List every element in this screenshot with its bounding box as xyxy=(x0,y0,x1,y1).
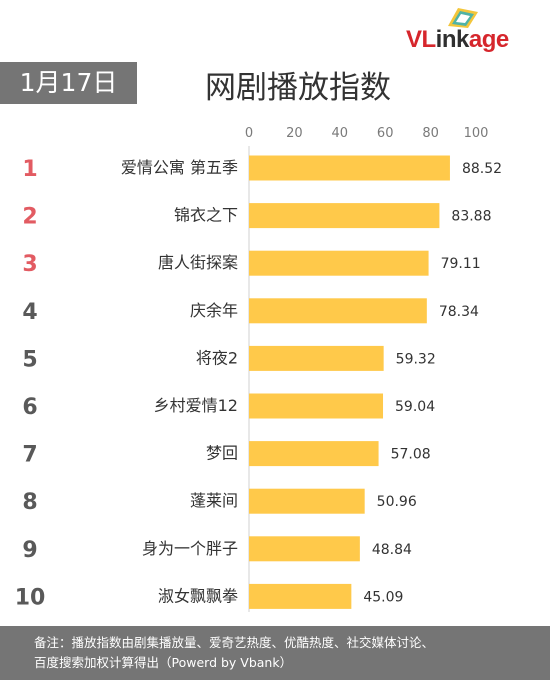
x-tick-label: 60 xyxy=(377,126,394,141)
value-label: 83.88 xyxy=(451,209,491,225)
rank-number: 9 xyxy=(22,538,37,563)
bar xyxy=(249,155,450,181)
bar-chart: 0 20 40 60 80 100 1 爱情公寓 第五季 88.52 2 锦衣之下 83.88 3 唐人街… xyxy=(15,126,502,612)
rank-number: 7 xyxy=(22,443,37,468)
rank-number: 2 xyxy=(22,205,37,230)
footer-line-2: 百度搜索加权计算得出（Powerd by Vbank） xyxy=(34,655,293,670)
x-tick-label: 100 xyxy=(464,126,489,141)
category-label: 乡村爱情12 xyxy=(154,396,238,415)
value-label: 57.08 xyxy=(391,447,431,463)
value-label: 50.96 xyxy=(377,494,417,510)
rank-number: 1 xyxy=(22,157,37,182)
bar xyxy=(249,536,360,562)
bar xyxy=(249,583,352,609)
bar xyxy=(249,393,384,419)
logo-text: VLinkage xyxy=(406,26,509,53)
value-label: 48.84 xyxy=(372,542,412,558)
footer-line-1: 备注：播放指数由剧集播放量、爱奇艺热度、优酷热度、社交媒体讨论、 xyxy=(34,635,435,650)
page-title: 网剧播放指数 xyxy=(205,70,391,106)
bar xyxy=(249,203,440,229)
category-label: 庆余年 xyxy=(190,301,238,320)
value-label: 78.34 xyxy=(439,304,479,320)
bar xyxy=(249,345,384,371)
category-label: 锦衣之下 xyxy=(174,206,238,225)
vlinkage-logo: VLinkage xyxy=(406,6,536,56)
rank-number: 10 xyxy=(15,585,46,610)
category-label: 梦回 xyxy=(206,444,238,463)
value-label: 45.09 xyxy=(363,589,403,605)
category-label: 淑女飘飘拳 xyxy=(158,586,238,605)
category-label: 唐人街探案 xyxy=(158,253,238,272)
x-tick-label: 80 xyxy=(422,126,439,141)
value-label: 79.11 xyxy=(441,256,481,272)
rank-number: 8 xyxy=(22,490,37,515)
date-label: 1月17日 xyxy=(0,62,137,104)
value-label: 59.32 xyxy=(396,351,436,367)
bar xyxy=(249,441,379,467)
footer-note: 备注：播放指数由剧集播放量、爱奇艺热度、优酷热度、社交媒体讨论、 百度搜索加权计… xyxy=(0,626,550,680)
category-label: 将夜2 xyxy=(196,348,238,367)
x-tick-label: 20 xyxy=(286,126,303,141)
rank-number: 6 xyxy=(22,395,37,420)
category-label: 爱情公寓 第五季 xyxy=(121,158,238,177)
rank-number: 4 xyxy=(22,300,37,325)
rank-number: 5 xyxy=(22,347,37,372)
rank-number: 3 xyxy=(22,252,37,277)
bar xyxy=(249,488,365,514)
x-tick-label: 40 xyxy=(332,126,349,141)
bar xyxy=(249,250,429,276)
category-label: 蓬莱间 xyxy=(190,491,238,510)
x-tick-label: 0 xyxy=(245,126,253,141)
value-label: 59.04 xyxy=(395,399,435,415)
logo-mark-icon xyxy=(448,8,478,28)
value-label: 88.52 xyxy=(462,161,502,177)
bar xyxy=(249,298,427,324)
category-label: 身为一个胖子 xyxy=(142,539,238,558)
